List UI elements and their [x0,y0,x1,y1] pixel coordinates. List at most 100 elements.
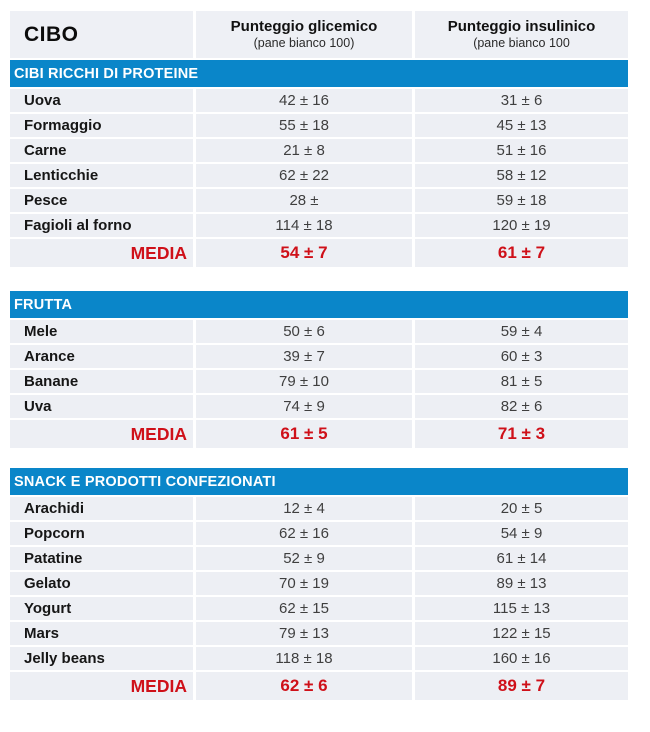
glycemic-value-cell: 12 ± 4 [196,497,412,520]
insulin-value-cell: 82 ± 6 [415,395,628,418]
media-label-cell: MEDIA [10,239,193,267]
table-row: Jelly beans 118 ± 18 160 ± 16 [10,647,628,670]
insulin-column-subtitle: (pane bianco 100 [473,36,570,50]
food-name: Fagioli al forno [24,217,132,234]
media-glycemic-value: 61 ± 5 [196,420,412,448]
table-row: Uova 42 ± 16 31 ± 6 [10,89,628,112]
glycemic-value-cell: 118 ± 18 [196,647,412,670]
food-name-cell: Gelato [10,572,193,595]
header-cell-insulin: Punteggio insulinico (pane bianco 100 [415,11,628,58]
table-row: Lenticchie 62 ± 22 58 ± 12 [10,164,628,187]
food-name: Uova [24,92,61,109]
section-title: FRUTTA [14,296,73,313]
glycemic-value-cell: 62 ± 22 [196,164,412,187]
food-name-cell: Uva [10,395,193,418]
glycemic-value-cell: 52 ± 9 [196,547,412,570]
table-row: Mele 50 ± 6 59 ± 4 [10,320,628,343]
media-insulin-value: 89 ± 7 [415,672,628,700]
food-name-cell: Banane [10,370,193,393]
glycemic-value-cell: 62 ± 16 [196,522,412,545]
media-row: MEDIA 62 ± 6 89 ± 7 [10,672,628,700]
media-label: MEDIA [130,423,187,444]
section-header-bar: FRUTTA [10,291,628,318]
insulin-value-cell: 60 ± 3 [415,345,628,368]
food-name-cell: Jelly beans [10,647,193,670]
food-name-cell: Mele [10,320,193,343]
table-row: Yogurt 62 ± 15 115 ± 13 [10,597,628,620]
food-name-cell: Formaggio [10,114,193,137]
table-row: Arachidi 12 ± 4 20 ± 5 [10,497,628,520]
media-label: MEDIA [130,675,187,696]
section-title: SNACK E PRODOTTI CONFEZIONATI [14,473,276,490]
glycemic-value-cell: 62 ± 15 [196,597,412,620]
section-title: CIBI RICCHI DI PROTEINE [14,65,199,82]
insulin-value-cell: 31 ± 6 [415,89,628,112]
food-name: Popcorn [24,525,85,542]
food-name: Arachidi [24,500,85,517]
insulin-value-cell: 51 ± 16 [415,139,628,162]
table-row: Fagioli al forno 114 ± 18 120 ± 19 [10,214,628,237]
table-row: Patatine 52 ± 9 61 ± 14 [10,547,628,570]
table-row: Popcorn 62 ± 16 54 ± 9 [10,522,628,545]
food-name-cell: Yogurt [10,597,193,620]
media-glycemic-value: 62 ± 6 [196,672,412,700]
media-glycemic-value: 54 ± 7 [196,239,412,267]
glycemic-column-title: Punteggio glicemico [230,18,378,35]
food-name: Lenticchie [24,167,99,184]
table-row: Formaggio 55 ± 18 45 ± 13 [10,114,628,137]
media-insulin-value: 61 ± 7 [415,239,628,267]
food-name: Mele [24,323,58,340]
glycemic-value-cell: 39 ± 7 [196,345,412,368]
table-row: Gelato 70 ± 19 89 ± 13 [10,572,628,595]
section-gap [10,448,628,468]
media-label-cell: MEDIA [10,420,193,448]
insulin-value-cell: 81 ± 5 [415,370,628,393]
food-name-cell: Mars [10,622,193,645]
insulin-value-cell: 89 ± 13 [415,572,628,595]
table-sections: CIBI RICCHI DI PROTEINE Uova 42 ± 16 31 ± 6… [10,60,628,700]
food-name: Mars [24,625,60,642]
food-name: Gelato [24,575,71,592]
glycemic-value-cell: 55 ± 18 [196,114,412,137]
insulin-value-cell: 20 ± 5 [415,497,628,520]
food-name: Patatine [24,550,83,567]
insulin-value-cell: 61 ± 14 [415,547,628,570]
food-name: Jelly beans [24,650,105,667]
media-row: MEDIA 54 ± 7 61 ± 7 [10,239,628,267]
header-cell-glycemic: Punteggio glicemico (pane bianco 100) [196,11,412,58]
food-name: Banane [24,373,79,390]
glycemic-value-cell: 42 ± 16 [196,89,412,112]
table-row: Arance 39 ± 7 60 ± 3 [10,345,628,368]
glycemic-value-cell: 21 ± 8 [196,139,412,162]
glycemic-value-cell: 74 ± 9 [196,395,412,418]
table-row: Pesce 28 ±59 ± 18 [10,189,628,212]
glycemic-value-cell: 79 ± 13 [196,622,412,645]
food-name-cell: Arance [10,345,193,368]
table-header-row: CIBO Punteggio glicemico (pane bianco 10… [10,11,628,58]
section-header-bar: CIBI RICCHI DI PROTEINE [10,60,628,87]
media-label-cell: MEDIA [10,672,193,700]
glycemic-value-cell: 28 ± [196,189,412,212]
section-gap [10,267,628,291]
insulin-value-cell: 122 ± 15 [415,622,628,645]
glycemic-value-cell: 50 ± 6 [196,320,412,343]
insulin-value-cell: 120 ± 19 [415,214,628,237]
insulin-value-cell: 54 ± 9 [415,522,628,545]
insulin-column-title: Punteggio insulinico [447,18,596,35]
table-row: Carne 21 ± 8 51 ± 16 [10,139,628,162]
food-name: Arance [24,348,75,365]
insulin-value-cell: 59 ± 4 [415,320,628,343]
glycemic-value-cell: 114 ± 18 [196,214,412,237]
section-header-bar: SNACK E PRODOTTI CONFEZIONATI [10,468,628,495]
food-name-cell: Patatine [10,547,193,570]
table-row: Mars 79 ± 13 122 ± 15 [10,622,628,645]
food-column-title: CIBO [24,22,79,46]
food-name-cell: Carne [10,139,193,162]
glycemic-insulin-table: CIBO Punteggio glicemico (pane bianco 10… [10,11,628,700]
food-name-cell: Fagioli al forno [10,214,193,237]
insulin-value-cell: 59 ± 18 [415,189,628,212]
food-name-cell: Pesce [10,189,193,212]
food-name: Pesce [24,192,68,209]
insulin-value-cell: 45 ± 13 [415,114,628,137]
